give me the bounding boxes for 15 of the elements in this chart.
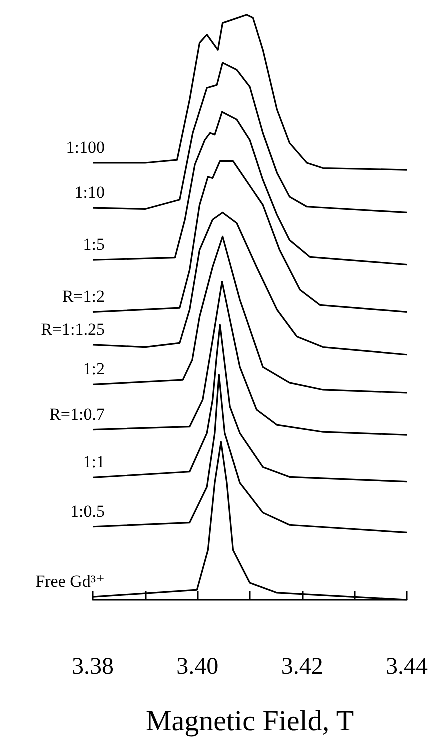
x-tick-label: 3.40 [176, 654, 219, 680]
series-label: R=1:0.7 [50, 404, 106, 424]
series-label: 1:2 [83, 360, 105, 379]
x-tick-label: 3.38 [72, 654, 114, 680]
series-label: 1:10 [74, 183, 105, 202]
series-label: 1:1 [83, 452, 105, 472]
x-tick-label: 3.44 [386, 654, 428, 680]
series-label: R=1:2 [62, 287, 105, 306]
series-label: Free Gd³⁺ [36, 572, 105, 592]
series-label: 1:0.5 [70, 502, 105, 521]
series-label: 1:100 [66, 138, 105, 158]
x-axis-title: Magnetic Field, T [146, 706, 354, 738]
x-tick-label: 3.42 [281, 654, 324, 680]
series-label: 1:5 [83, 235, 105, 254]
series-label: R=1:1.25 [41, 320, 105, 339]
